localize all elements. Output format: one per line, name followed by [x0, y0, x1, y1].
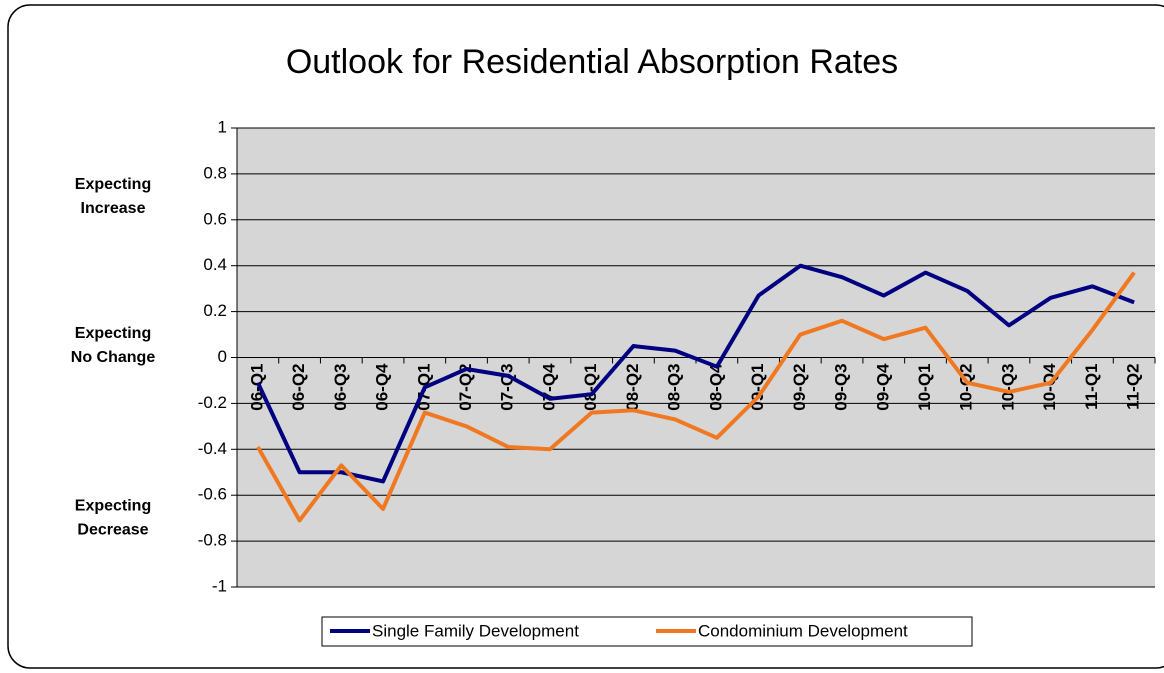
y-tick-label: -0.8 — [198, 531, 227, 550]
y-tick-label: -0.2 — [198, 393, 227, 412]
y-tick-label: 0.4 — [203, 255, 227, 274]
x-tick-label: 06-Q3 — [331, 364, 350, 411]
axis-annotation: Increase — [81, 200, 146, 217]
x-tick-label: 06-Q4 — [373, 363, 392, 411]
axis-annotation: Expecting — [75, 497, 151, 514]
series-line — [256, 271, 1136, 523]
axis-annotation: Decrease — [77, 521, 148, 538]
legend: Single Family Development Condominium Dev… — [321, 616, 973, 647]
axis-annotation: Expecting — [75, 176, 151, 193]
x-tick-label: 09-Q2 — [790, 364, 809, 411]
x-tick-label: 08-Q3 — [665, 364, 684, 411]
y-tick-label: -1 — [212, 576, 227, 595]
x-tick-label: 10-Q1 — [915, 364, 934, 411]
series-line — [256, 263, 1135, 484]
y-tick-label: -0.4 — [198, 439, 227, 458]
axis-annotation: Expecting — [75, 325, 151, 342]
axis-annotation: No Change — [71, 349, 156, 366]
x-tick-label: 06-Q1 — [247, 364, 266, 411]
y-tick-label: 0 — [218, 347, 227, 366]
y-tick-label: 1 — [218, 117, 227, 136]
x-tick-label: 06-Q2 — [289, 364, 308, 411]
x-tick-label: 08-Q2 — [623, 364, 642, 411]
x-tick-label: 07-Q2 — [456, 364, 475, 411]
x-tick-label: 11-Q1 — [1082, 364, 1101, 410]
y-tick-label: -0.6 — [198, 485, 227, 504]
chart-title: Outlook for Residential Absorption Rates — [286, 43, 898, 81]
x-tick-label: 10-Q3 — [998, 364, 1017, 411]
x-tick-label: 09-Q4 — [873, 363, 892, 411]
x-tick-label: 07-Q3 — [498, 364, 517, 411]
x-tick-label: 08-Q4 — [706, 363, 725, 411]
x-tick-label: 11-Q2 — [1124, 364, 1143, 410]
x-tick-label: 08-Q1 — [581, 364, 600, 411]
y-tick-label: 0.6 — [203, 209, 227, 228]
x-tick-label: 07-Q4 — [539, 363, 558, 411]
x-tick-label: 09-Q3 — [832, 364, 851, 411]
legend-label: Condominium Development — [698, 621, 908, 640]
y-tick-label: 0.8 — [203, 163, 227, 182]
legend-label: Single Family Development — [372, 621, 579, 640]
x-tick-label: 09-Q1 — [748, 364, 767, 411]
legend-box — [321, 616, 973, 647]
y-tick-label: 0.2 — [203, 301, 227, 320]
x-tick-label: 10-Q4 — [1040, 363, 1059, 411]
